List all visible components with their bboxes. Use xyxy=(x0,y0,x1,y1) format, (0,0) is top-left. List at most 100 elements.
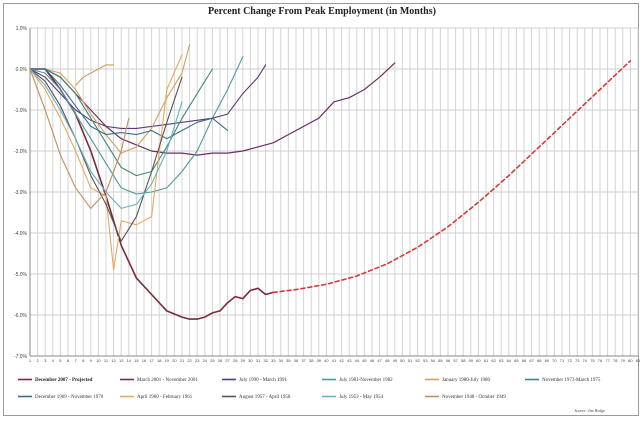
chart-frame xyxy=(3,3,639,416)
x-tick-label: 58 xyxy=(461,358,466,363)
x-tick-label: 49 xyxy=(393,358,398,363)
series-line-11 xyxy=(29,68,130,209)
x-tick-label: 47 xyxy=(377,358,382,363)
series-line-6 xyxy=(29,68,213,177)
x-tick-label: 52 xyxy=(415,358,420,363)
x-tick-label: 50 xyxy=(400,358,405,363)
legend-label: April 1960 - February 1961 xyxy=(137,395,193,400)
legend-label: November 1948 - October 1949 xyxy=(442,395,506,400)
series-layer xyxy=(29,43,632,320)
x-tick-label: 24 xyxy=(203,358,208,363)
x-tick-label: 61 xyxy=(484,358,489,363)
y-tick-label: -1.0% xyxy=(14,108,28,114)
x-tick-label: 19 xyxy=(165,358,170,363)
x-tick-label: 17 xyxy=(149,358,154,363)
x-tick-label: 4 xyxy=(52,358,55,363)
x-tick-label: 66 xyxy=(522,358,527,363)
x-tick-label: 35 xyxy=(286,358,291,363)
x-tick-label: 76 xyxy=(598,358,603,363)
x-tick-label: 54 xyxy=(431,358,436,363)
x-tick-label: 79 xyxy=(621,358,626,363)
x-tick-label: 64 xyxy=(507,358,512,363)
series-line-9 xyxy=(29,68,183,242)
x-tick-label: 77 xyxy=(605,358,610,363)
x-tick-label: 40 xyxy=(324,358,329,363)
legend-label: January 1980-July 1980 xyxy=(442,378,491,383)
x-tick-label: 73 xyxy=(575,358,580,363)
y-tick-label: -5.0% xyxy=(14,272,28,278)
x-tick-label: 22 xyxy=(187,358,192,363)
y-tick-label: -6.0% xyxy=(14,313,28,319)
x-tick-label: 62 xyxy=(491,358,496,363)
y-tick-label: -4.0% xyxy=(14,231,28,237)
x-tick-label: 28 xyxy=(233,358,238,363)
x-tick-label: 81 xyxy=(636,358,641,363)
x-tick-label: 14 xyxy=(127,358,132,363)
series-line-12 xyxy=(75,64,115,86)
series-line-2 xyxy=(29,62,396,156)
x-tick-label: 5 xyxy=(59,358,62,363)
x-tick-label: 55 xyxy=(438,358,443,363)
x-tick-label: 65 xyxy=(514,358,519,363)
x-tick-label: 29 xyxy=(241,358,246,363)
x-tick-label: 18 xyxy=(157,358,162,363)
x-tick-label: 32 xyxy=(263,358,268,363)
x-tick-label: 8 xyxy=(82,358,85,363)
legend-label: November 1973-March 1975 xyxy=(542,378,601,383)
legend-label: July 1990 - March 1991 xyxy=(239,378,288,383)
x-tick-label: 23 xyxy=(195,358,200,363)
x-tick-label: 21 xyxy=(180,358,185,363)
x-tick-label: 78 xyxy=(613,358,618,363)
x-tick-label: 38 xyxy=(309,358,314,363)
source-note: Source: Jim Hedge xyxy=(574,408,605,413)
series-line-1 xyxy=(272,59,632,294)
series-line-5 xyxy=(29,43,191,154)
x-tick-label: 15 xyxy=(134,358,139,363)
x-tick-label: 34 xyxy=(279,358,284,363)
series-line-4 xyxy=(29,56,244,195)
x-tick-label: 56 xyxy=(446,358,451,363)
x-tick-label: 7 xyxy=(74,358,77,363)
x-tick-label: 57 xyxy=(453,358,458,363)
x-tick-label: 31 xyxy=(256,358,261,363)
x-tick-label: 11 xyxy=(104,358,109,363)
y-tick-label: -3.0% xyxy=(14,190,28,196)
x-tick-label: 42 xyxy=(339,358,344,363)
chart-title: Percent Change From Peak Employment (in … xyxy=(208,6,436,17)
x-tick-label: 80 xyxy=(628,358,633,363)
x-tick-label: 67 xyxy=(529,358,534,363)
x-tick-label: 25 xyxy=(210,358,215,363)
y-tick-label: -2.0% xyxy=(14,149,28,155)
x-tick-label: 60 xyxy=(476,358,481,363)
x-tick-label: 63 xyxy=(499,358,504,363)
x-tick-label: 26 xyxy=(218,358,223,363)
x-tick-label: 51 xyxy=(408,358,413,363)
y-axis-ticks: 1.0% 0.0% -1.0% -2.0% -3.0% -4.0% -5.0% -6.0% -7… xyxy=(14,26,28,360)
x-tick-label: 45 xyxy=(362,358,367,363)
x-tick-label: 53 xyxy=(423,358,428,363)
grid-layer xyxy=(29,27,639,357)
series-line-8 xyxy=(29,54,183,271)
x-tick-label: 30 xyxy=(248,358,253,363)
x-tick-label: 41 xyxy=(332,358,337,363)
y-tick-label: -7.0% xyxy=(14,354,28,360)
series-line-0 xyxy=(29,68,275,320)
x-tick-label: 59 xyxy=(469,358,474,363)
x-tick-label: 33 xyxy=(271,358,276,363)
y-tick-label: 1.0% xyxy=(16,26,28,32)
legend-label: December 2007 - Projected xyxy=(35,378,93,383)
x-tick-label: 48 xyxy=(385,358,390,363)
x-tick-label: 72 xyxy=(567,358,572,363)
legend-label: March 2001 - November 2001 xyxy=(137,378,198,383)
x-tick-label: 44 xyxy=(355,358,360,363)
x-tick-label: 2 xyxy=(36,358,39,363)
x-axis-ticks: 1 2 3 4 5 6 7 8 9 10 11 12 13 14 15 16 17 18 19 20 21 22 23 24 2… xyxy=(29,358,641,363)
x-tick-label: 43 xyxy=(347,358,352,363)
x-tick-label: 75 xyxy=(590,358,595,363)
x-tick-label: 68 xyxy=(537,358,542,363)
x-tick-label: 1 xyxy=(29,358,32,363)
x-tick-label: 69 xyxy=(545,358,550,363)
x-tick-label: 16 xyxy=(142,358,147,363)
x-tick-label: 37 xyxy=(301,358,306,363)
